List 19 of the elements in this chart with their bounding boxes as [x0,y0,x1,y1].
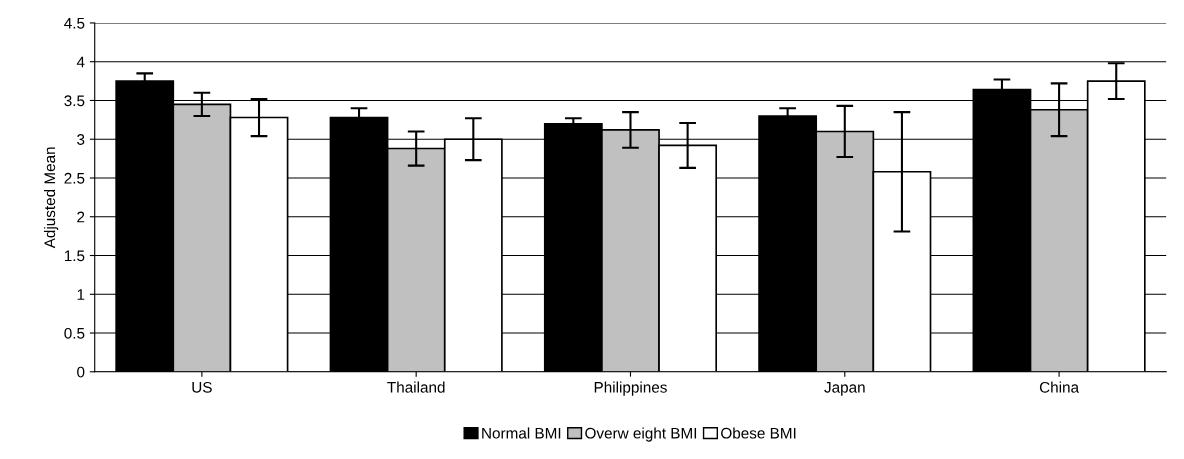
y-tick-label: 1.5 [64,250,85,262]
y-tick-label: 2.5 [64,172,85,184]
legend-label: Obese BMI [721,427,796,439]
x-tick-label: Philippines [594,381,667,396]
legend-label: Normal BMI [482,427,561,439]
y-tick-label: 1 [77,289,85,300]
y-axis-title: Adjusted Mean [43,147,59,249]
y-tick-label: 0 [77,366,85,378]
x-tick-label: China [1039,381,1080,393]
y-tick-label: 4.5 [64,17,85,29]
x-tick-label: Japan [824,382,865,396]
y-tick-label: 4 [76,56,85,68]
y-tick-label: 3.5 [64,95,85,107]
legend-label: Overw eight BMI [585,427,697,442]
x-tick-label: US [192,381,212,393]
y-tick-label: 0.5 [64,327,85,339]
x-tick-label: Thailand [387,381,445,393]
y-tick-label: 3 [77,134,85,145]
y-tick-label: 2 [77,211,85,223]
